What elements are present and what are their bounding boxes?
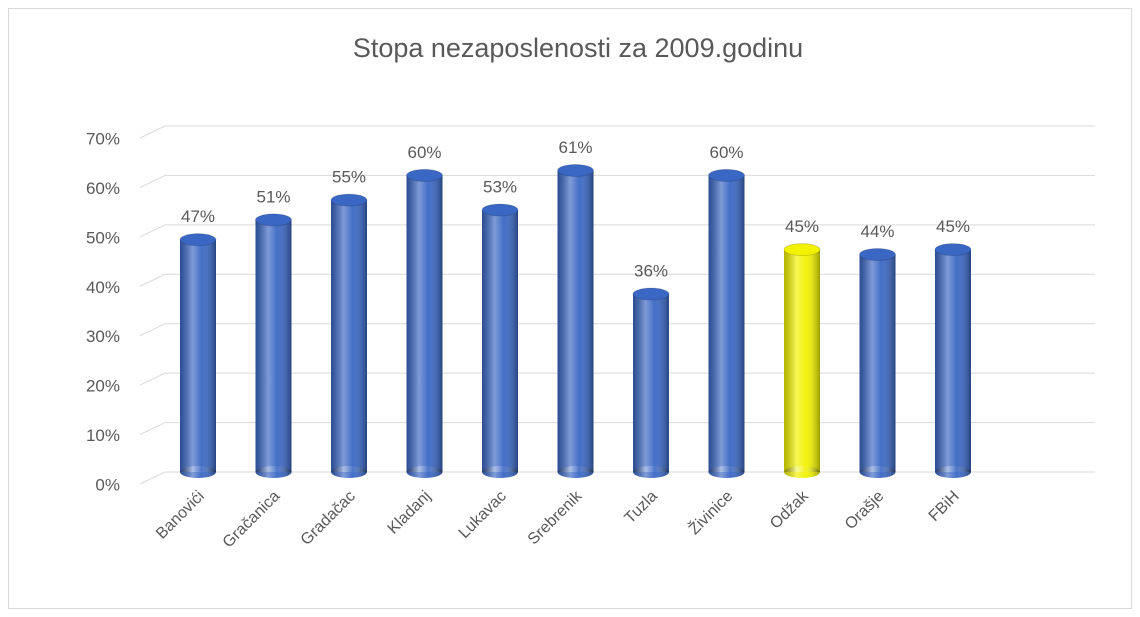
- value-label: 53%: [483, 178, 517, 197]
- y-tick-label: 10%: [86, 426, 120, 445]
- value-label: 55%: [332, 168, 366, 187]
- value-label: 45%: [936, 217, 970, 236]
- bar-top: [934, 243, 972, 257]
- value-label: 36%: [634, 262, 668, 281]
- bar-shade: [557, 170, 594, 472]
- grid-line: [139, 125, 1095, 139]
- y-tick-label: 70%: [86, 129, 120, 148]
- bar-top: [179, 233, 217, 247]
- bar-shade: [935, 249, 971, 472]
- grid-line: [139, 174, 1095, 188]
- bar-top: [783, 243, 821, 257]
- y-tick-label: 30%: [86, 327, 120, 346]
- chart-title: Stopa nezaposlenosti za 2009.godinu: [353, 33, 803, 63]
- bar-top: [481, 203, 519, 217]
- bar-shade: [331, 200, 367, 472]
- bar-shade: [708, 175, 745, 472]
- bar-top: [255, 213, 292, 227]
- bar-shade: [180, 239, 216, 472]
- y-tick-label: 20%: [86, 377, 120, 396]
- value-label: 45%: [785, 217, 819, 236]
- value-label: 60%: [709, 143, 743, 162]
- value-label: 61%: [558, 138, 592, 157]
- bar-shade: [406, 175, 443, 472]
- bar-shade: [859, 254, 896, 472]
- value-label: 60%: [407, 143, 441, 162]
- bar-shade: [255, 219, 292, 472]
- bar-top: [557, 163, 594, 177]
- bar-top: [708, 168, 745, 182]
- bar-top: [406, 168, 443, 182]
- bar-shade: [784, 249, 820, 472]
- y-tick-label: 0%: [95, 475, 120, 494]
- y-tick-label: 40%: [86, 278, 120, 297]
- value-label: 51%: [256, 187, 290, 206]
- bar-shade: [482, 210, 518, 472]
- bar-top: [859, 248, 896, 262]
- bar-shade: [633, 294, 669, 472]
- y-tick-label: 50%: [86, 228, 120, 247]
- value-label: 47%: [181, 207, 215, 226]
- value-label: 44%: [860, 222, 894, 241]
- y-tick-label: 60%: [86, 179, 120, 198]
- bar-top: [330, 193, 368, 207]
- grid-line: [139, 224, 1095, 238]
- bar-top: [632, 287, 670, 301]
